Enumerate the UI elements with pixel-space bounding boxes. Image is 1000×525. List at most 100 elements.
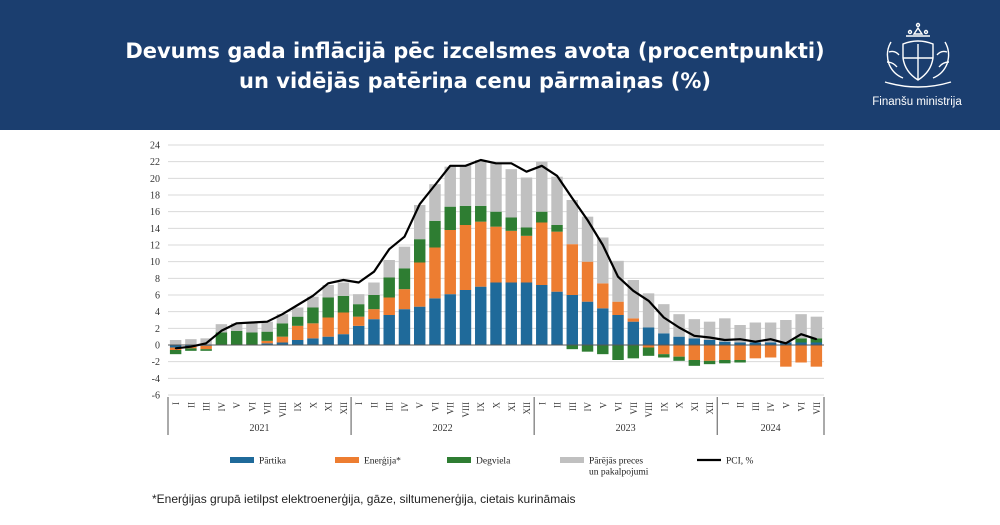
bar-series-2 (322, 297, 334, 318)
bar-series-2 (490, 211, 502, 227)
x-tick-label: VI (247, 402, 257, 412)
cpi-point (495, 162, 497, 165)
bar-series-2 (810, 338, 823, 343)
legend-label: Degviela (476, 457, 511, 467)
y-tick-label: 24 (150, 141, 160, 152)
x-tick-label: I (537, 402, 547, 405)
bar-series-3 (490, 163, 502, 212)
bar-series-3 (444, 166, 456, 207)
cpi-point (708, 336, 711, 339)
bar-series-2 (398, 268, 411, 290)
bar-series-1 (352, 316, 365, 326)
bar-series-1 (749, 345, 762, 359)
legend-label: PCI, % (726, 457, 754, 467)
bar-series-1 (551, 231, 563, 292)
bar-series-2 (520, 227, 533, 236)
bar-series-3 (642, 293, 655, 328)
title-line-2: un vidējās patēriņa cenu pārmaiņas (%) (239, 69, 711, 93)
latvia-coat-of-arms-icon (884, 22, 952, 88)
x-tick-label: X (308, 402, 318, 409)
bar-series-3 (627, 280, 640, 319)
x-tick-label: IV (583, 402, 593, 412)
bar-series-3 (215, 324, 228, 333)
bar-series-3 (673, 314, 685, 337)
legend-label: Enerģija* (364, 456, 401, 467)
bar-series-1 (627, 318, 640, 322)
cpi-point (281, 313, 284, 315)
bar-series-0 (276, 342, 289, 345)
cpi-point (449, 165, 452, 167)
x-tick-label: I (354, 402, 364, 405)
x-tick-label: XII (705, 402, 715, 415)
cpi-point (785, 342, 787, 345)
bar-series-3 (398, 246, 411, 269)
bar-series-0 (261, 343, 273, 345)
bar-series-3 (185, 339, 197, 345)
x-tick-label: IX (476, 402, 486, 412)
x-tick-label: I (171, 402, 181, 405)
bar-series-1 (719, 345, 731, 360)
y-tick-label: -4 (152, 374, 160, 385)
bar-series-0 (368, 319, 380, 345)
bar-series-3 (459, 165, 472, 206)
bar-series-2 (337, 295, 350, 313)
y-tick-label: -6 (152, 391, 160, 402)
bar-series-2 (642, 347, 655, 356)
bar-series-1 (444, 230, 456, 295)
cpi-point (479, 159, 482, 161)
bar-series-3 (581, 216, 594, 262)
bar-series-1 (764, 345, 777, 358)
x-tick-label: IV (400, 402, 410, 412)
cpi-point (525, 170, 528, 173)
bar-series-2 (291, 316, 304, 326)
cpi-point (617, 275, 619, 278)
bar-series-1 (673, 345, 685, 357)
bar-series-0 (490, 282, 502, 345)
legend-label: un pakalpojumi (589, 468, 649, 478)
bar-series-2 (566, 345, 578, 350)
cpi-point (205, 342, 207, 345)
cpi-point (601, 244, 604, 246)
cpi-point (434, 184, 436, 186)
bar-series-2 (429, 220, 441, 248)
bar-series-3 (291, 307, 304, 317)
bar-series-0 (612, 315, 624, 345)
x-tick-label: IV (217, 402, 227, 412)
bar-series-0 (597, 308, 609, 345)
bar-series-2 (719, 360, 731, 364)
bar-series-1 (642, 345, 655, 348)
bar-series-1 (581, 261, 594, 302)
bar-series-1 (505, 230, 517, 283)
bar-series-1 (658, 345, 670, 355)
x-tick-label: II (736, 402, 746, 408)
y-tick-label: 2 (155, 324, 160, 335)
bar-series-2 (612, 345, 624, 360)
bar-series-1 (368, 309, 380, 320)
bar-series-3 (703, 321, 716, 340)
year-label: 2022 (433, 423, 453, 434)
bar-series-0 (169, 345, 182, 348)
bar-series-0 (352, 325, 365, 345)
x-tick-label: VII (446, 402, 456, 415)
legend-swatch (230, 457, 254, 463)
bar-series-0 (642, 327, 655, 345)
bar-series-2 (230, 330, 243, 345)
x-tick-label: VI (797, 402, 807, 412)
bar-series-0 (734, 342, 746, 345)
cpi-point (403, 235, 406, 238)
cpi-point (800, 333, 802, 335)
x-tick-label: XII (522, 402, 532, 415)
cpi-point (373, 270, 375, 273)
bar-series-3 (566, 200, 578, 245)
legend-swatch (335, 457, 359, 463)
bar-series-2 (368, 295, 380, 310)
bar-series-0 (673, 336, 685, 345)
bar-series-2 (185, 348, 197, 351)
bar-series-2 (475, 205, 487, 222)
cpi-point (190, 345, 192, 348)
cpi-point (540, 165, 543, 167)
bar-series-3 (200, 338, 212, 345)
bar-series-0 (444, 294, 456, 345)
bar-series-1 (566, 244, 578, 295)
